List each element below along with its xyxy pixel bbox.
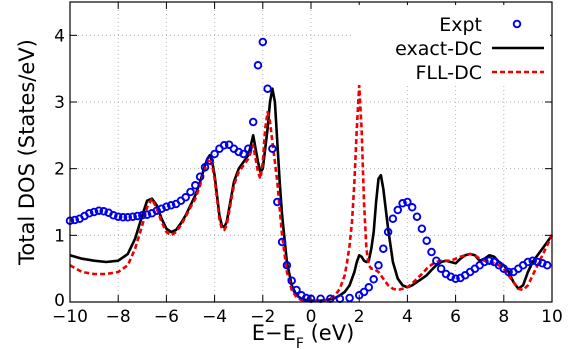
expt-point — [70, 215, 80, 225]
x-tick-label: −8 — [106, 307, 131, 327]
expt-point — [248, 117, 258, 127]
expt-point — [542, 261, 552, 270]
expt-point — [263, 84, 272, 93]
expt-point — [224, 140, 234, 149]
expt-point — [504, 267, 513, 277]
expt-point — [210, 149, 219, 159]
expt-point — [379, 244, 388, 253]
expt-point — [383, 227, 393, 237]
expt-point — [162, 202, 171, 211]
y-tick-label: 3 — [54, 93, 65, 113]
expt-point — [533, 257, 542, 267]
expt-point — [412, 212, 422, 221]
expt-point — [388, 214, 398, 223]
expt-point — [407, 203, 417, 212]
expt-point — [345, 293, 354, 303]
x-axis-title-main: E−E — [252, 321, 296, 345]
expt-point — [292, 285, 301, 295]
expt-point — [268, 144, 277, 153]
expt-point — [282, 261, 292, 270]
expt-point — [133, 211, 142, 221]
expt-point — [403, 197, 412, 207]
x-tick-label: 8 — [498, 307, 509, 327]
expt-point — [186, 187, 195, 197]
expt-point — [200, 163, 210, 172]
x-tick-label: 10 — [541, 307, 563, 327]
expt-point — [480, 257, 489, 267]
tick-labels: −10 −8 −6 −4 −2 0 2 4 6 8 10 0 1 2 3 4 — [52, 26, 563, 327]
x-tick-label: −4 — [202, 307, 227, 327]
x-tick-label: −6 — [154, 307, 179, 327]
expt-point — [369, 275, 378, 284]
expt-point — [128, 212, 137, 221]
expt-point — [138, 211, 147, 220]
legend-label-exact-dc: exact-DC — [395, 38, 482, 60]
legend-marker-expt — [512, 19, 522, 29]
x-tick-label: 2 — [354, 307, 365, 327]
expt-point — [393, 205, 403, 215]
x-tick-label: 0 — [306, 307, 317, 327]
expt-point — [118, 213, 128, 222]
expt-point — [398, 199, 407, 208]
grid — [70, 2, 552, 302]
x-axis-title-sub: F — [296, 336, 304, 349]
expt-point — [94, 206, 104, 215]
y-axis-title: Total DOS (States/eV) — [15, 39, 39, 266]
expt-point — [113, 212, 123, 221]
legend-label-expt: Expt — [439, 14, 482, 36]
expt-point — [239, 149, 248, 159]
expt-point — [195, 172, 205, 181]
expt-point — [427, 247, 436, 257]
expt-point — [451, 274, 460, 283]
expt-point — [181, 193, 190, 202]
expt-point — [436, 264, 446, 273]
x-tick-label: 6 — [450, 307, 461, 327]
expt-point — [364, 283, 374, 292]
x-tick-label: 4 — [402, 307, 413, 327]
expt-point — [85, 209, 94, 218]
expt-point — [244, 144, 253, 153]
expt-point — [277, 237, 287, 247]
expt-point — [191, 181, 200, 190]
expt-point — [123, 213, 133, 222]
x-axis-title-unit: (eV) — [304, 321, 354, 345]
expt-point — [432, 256, 441, 265]
legend-label-fll-dc: FLL-DC — [415, 62, 482, 84]
x-tick-label: −2 — [250, 307, 275, 327]
x-axis-title: E−EF (eV) — [252, 321, 355, 349]
expt-point — [417, 224, 427, 233]
y-tick-label: 2 — [54, 160, 65, 180]
expt-point — [528, 256, 537, 265]
expt-point — [374, 261, 383, 270]
expt-point — [142, 210, 152, 219]
y-tick-label: 1 — [54, 226, 65, 246]
expt-point — [253, 61, 263, 70]
expt-point — [258, 37, 268, 47]
y-tick-label: 4 — [54, 26, 65, 46]
expt-point — [89, 207, 99, 217]
y-tick-label: 0 — [54, 291, 65, 311]
expt-point — [287, 276, 296, 285]
expt-point — [485, 256, 494, 265]
expt-point — [359, 287, 369, 297]
expt-point — [422, 236, 431, 245]
x-tick-label: −10 — [52, 307, 88, 327]
expt-point — [205, 156, 215, 165]
series-line-fll-dc — [69, 84, 554, 303]
series-layer — [65, 37, 554, 303]
expt-point — [523, 257, 533, 267]
expt-point — [99, 207, 108, 216]
expt-point — [219, 141, 229, 150]
expt-point — [166, 201, 176, 210]
expt-point — [301, 293, 311, 303]
expt-point — [109, 211, 118, 220]
expt-point — [273, 197, 282, 207]
